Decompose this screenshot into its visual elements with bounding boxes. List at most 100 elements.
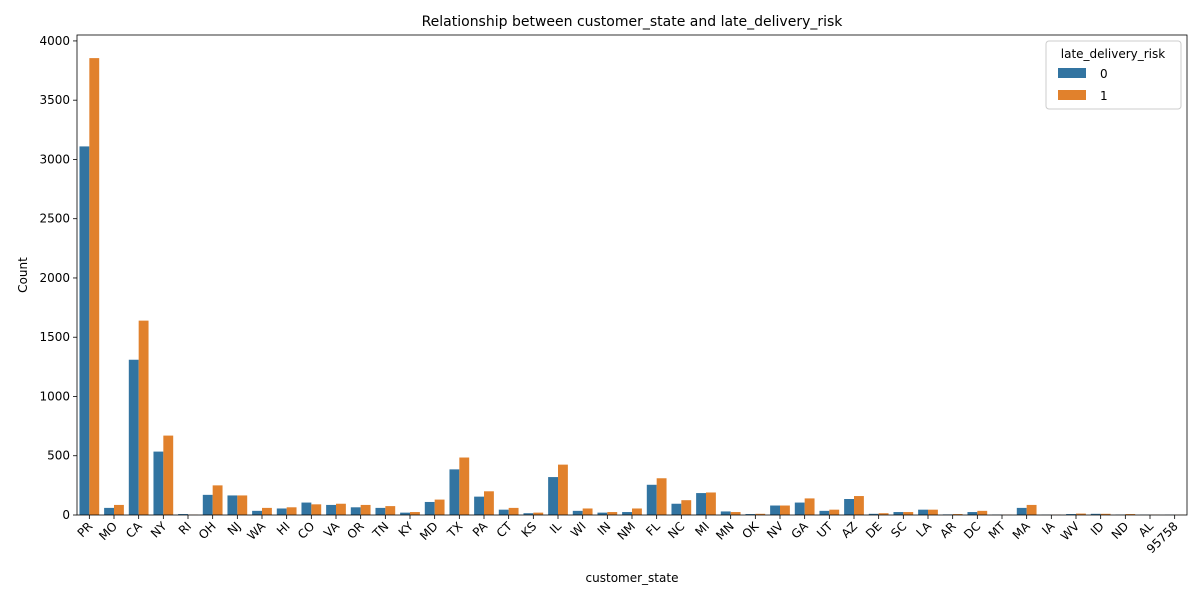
bar-FL-series-0 <box>646 484 657 515</box>
bar-GA-series-1 <box>804 498 815 515</box>
bar-NC-series-1 <box>681 500 692 515</box>
bar-CO-series-0 <box>301 502 312 515</box>
x-tick-label-IA: IA <box>1039 519 1058 538</box>
x-tick-label-MN: MN <box>713 519 737 543</box>
bar-MA-series-0 <box>1016 507 1027 515</box>
bar-MO-series-1 <box>114 504 124 515</box>
bar-TN-series-0 <box>375 507 386 515</box>
bar-HI-series-1 <box>286 507 297 515</box>
bar-DC-series-0 <box>967 512 978 515</box>
x-tick-label-HI: HI <box>274 519 293 538</box>
bar-OH-series-0 <box>202 494 213 515</box>
bar-RI-series-0 <box>178 514 188 515</box>
bar-DE-series-0 <box>868 513 879 515</box>
x-tick-label-NC: NC <box>665 519 687 541</box>
bar-WV-series-1 <box>1076 513 1086 515</box>
bar-ID-series-1 <box>1100 513 1111 515</box>
x-tick-label-SC: SC <box>888 519 909 540</box>
bar-WI-series-0 <box>572 510 583 515</box>
bar-PR-series-1 <box>89 58 100 516</box>
legend-title: late_delivery_risk <box>1061 47 1165 61</box>
x-tick-label-MT: MT <box>986 519 1009 542</box>
x-tick-label-CA: CA <box>123 519 145 541</box>
bar-CA-series-0 <box>128 359 139 515</box>
x-tick-label-ND: ND <box>1109 519 1132 542</box>
bar-MA-series-1 <box>1026 504 1037 515</box>
bar-WA-series-0 <box>252 510 262 515</box>
y-tick-label: 2500 <box>39 212 70 226</box>
bar-OK-series-0 <box>745 514 756 515</box>
bar-ND-series-1 <box>1125 514 1136 515</box>
x-tick-label-TX: TX <box>444 519 466 541</box>
y-axis-label: Count <box>16 257 30 293</box>
bar-PR-series-0 <box>79 146 90 515</box>
bar-AZ-series-1 <box>854 496 864 515</box>
bar-NM-series-0 <box>622 512 632 515</box>
legend-label-1: 1 <box>1100 89 1108 103</box>
bar-VA-series-0 <box>326 504 336 515</box>
x-tick-label-WA: WA <box>244 519 268 543</box>
bar-VA-series-1 <box>336 503 346 515</box>
bar-DE-series-1 <box>878 513 889 515</box>
x-tick-label-MD: MD <box>417 519 441 543</box>
x-tick-label-KY: KY <box>396 519 417 540</box>
bar-DC-series-1 <box>977 510 988 515</box>
x-tick-label-CO: CO <box>295 519 318 542</box>
x-tick-label-IL: IL <box>547 519 564 536</box>
legend-swatch-1 <box>1058 90 1086 100</box>
bar-AZ-series-0 <box>844 499 854 515</box>
bar-UT-series-0 <box>819 510 830 515</box>
bar-NM-series-1 <box>632 508 642 515</box>
bar-WV-series-0 <box>1066 514 1076 515</box>
bar-TN-series-1 <box>385 506 396 515</box>
bar-WI-series-1 <box>582 508 593 515</box>
x-tick-label-MA: MA <box>1010 519 1034 543</box>
bar-MN-series-0 <box>720 511 731 515</box>
x-tick-label-DE: DE <box>863 519 885 541</box>
x-tick-label-NJ: NJ <box>225 519 244 538</box>
bar-NV-series-1 <box>780 505 790 515</box>
bar-IN-series-0 <box>597 512 608 515</box>
bar-TX-series-1 <box>459 457 470 515</box>
x-tick-label-WI: WI <box>568 519 589 540</box>
x-tick-label-LA: LA <box>913 519 934 540</box>
bar-PA-series-1 <box>484 491 494 515</box>
bar-KY-series-1 <box>410 512 420 515</box>
x-tick-label-AR: AR <box>937 519 959 541</box>
bar-LA-series-1 <box>928 509 938 515</box>
x-axis: PR MO CA NY RI OH NJ WA HI CO VA OR TN KY MD TX PA CT KS IL… <box>75 515 1181 556</box>
bar-ID-series-0 <box>1090 513 1101 515</box>
y-tick-label: 500 <box>47 449 70 463</box>
bar-CO-series-1 <box>311 504 322 515</box>
legend-swatch-0 <box>1058 68 1086 78</box>
bar-OR-series-0 <box>350 507 361 515</box>
legend-label-0: 0 <box>1100 67 1108 81</box>
bar-IL-series-0 <box>548 477 558 515</box>
x-tick-label-FL: FL <box>643 519 663 539</box>
x-tick-label-DC: DC <box>961 519 983 541</box>
plot-area <box>79 58 1185 516</box>
legend: late_delivery_risk 0 1 <box>1045 40 1182 110</box>
bar-KS-series-1 <box>533 512 544 515</box>
y-tick-label: 0 <box>62 508 70 522</box>
x-tick-label-OR: OR <box>344 519 366 541</box>
x-tick-label-NV: NV <box>764 519 787 542</box>
y-tick-label: 1000 <box>39 389 70 403</box>
x-tick-label-TN: TN <box>369 519 391 541</box>
x-tick-label-RI: RI <box>176 519 194 537</box>
bar-MD-series-0 <box>424 501 435 515</box>
bar-SC-series-0 <box>893 512 904 515</box>
bar-TX-series-0 <box>449 469 460 515</box>
bar-OH-series-1 <box>212 485 223 515</box>
bar-NY-series-1 <box>163 435 174 515</box>
x-tick-label-MO: MO <box>96 519 120 543</box>
bar-CA-series-1 <box>138 320 149 515</box>
x-tick-label-NM: NM <box>615 519 639 543</box>
x-tick-label-ID: ID <box>1088 519 1107 538</box>
x-tick-label-OH: OH <box>196 519 219 542</box>
bar-IN-series-1 <box>607 512 618 515</box>
bar-MD-series-1 <box>434 499 445 515</box>
bar-CT-series-1 <box>508 507 519 515</box>
bar-OK-series-1 <box>755 513 766 515</box>
bar-MI-series-1 <box>706 492 716 515</box>
